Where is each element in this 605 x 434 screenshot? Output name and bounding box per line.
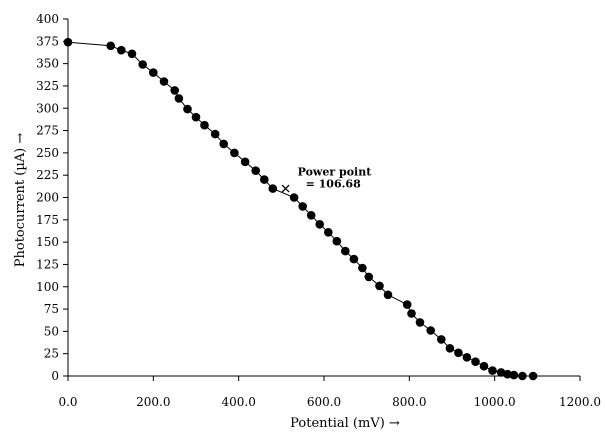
y-tick-label: 100	[36, 280, 59, 294]
data-point	[298, 202, 308, 211]
data-point	[341, 246, 350, 256]
data-point	[63, 37, 73, 47]
data-point	[332, 236, 342, 246]
data-point	[454, 348, 463, 358]
data-point	[358, 263, 367, 273]
data-point	[251, 166, 260, 175]
data-point	[509, 370, 519, 380]
data-point	[289, 193, 299, 202]
y-tick-label: 150	[36, 235, 59, 249]
data-point	[210, 129, 220, 139]
data-point	[375, 281, 384, 291]
power-point-marker	[281, 184, 290, 193]
y-tick-label: 375	[36, 34, 59, 48]
x-tick-label: 1200.0	[559, 395, 601, 409]
data-point	[471, 357, 480, 367]
y-tick-label: 250	[36, 146, 59, 160]
data-point	[174, 94, 184, 103]
data-point	[149, 68, 158, 77]
data-point	[240, 157, 250, 167]
x-tick-label: 200.0	[136, 395, 170, 409]
y-tick-label: 25	[44, 347, 59, 361]
data-point	[138, 60, 147, 69]
data-series	[63, 37, 538, 381]
data-point	[219, 139, 228, 149]
data-point	[200, 120, 209, 130]
y-tick-label: 0	[51, 369, 59, 383]
data-point	[518, 371, 527, 381]
data-point	[268, 184, 278, 193]
data-point	[407, 309, 416, 318]
y-tick-label: 50	[44, 324, 59, 338]
data-point	[230, 148, 239, 158]
x-axis-title: Potential (mV) →	[290, 416, 400, 431]
data-point	[364, 272, 374, 282]
data-point	[349, 254, 359, 264]
y-tick-label: 350	[36, 57, 59, 71]
data-point	[324, 228, 333, 237]
x-tick-label: 1000.0	[474, 395, 516, 409]
data-point	[183, 104, 192, 114]
data-point	[260, 175, 269, 184]
y-axis-title: Photocurrent (µA) →	[13, 133, 28, 268]
data-point	[488, 366, 497, 375]
data-point	[127, 49, 137, 59]
data-point	[159, 77, 169, 86]
data-point	[528, 371, 538, 381]
annotation-line-2: = 106.68	[306, 178, 361, 191]
y-tick-label: 225	[36, 168, 59, 182]
data-point	[426, 326, 436, 335]
data-point	[445, 344, 455, 353]
y-tick-label: 75	[44, 302, 59, 316]
x-tick-label: 400.0	[221, 395, 255, 409]
y-tick-label: 325	[36, 79, 59, 93]
data-point	[117, 45, 126, 55]
y-tick-label: 400	[36, 12, 59, 26]
power-point-annotation: Power point= 106.68	[281, 166, 373, 193]
data-point	[437, 335, 446, 344]
y-tick-label: 200	[36, 191, 59, 205]
data-point	[503, 369, 512, 379]
data-point	[315, 220, 325, 229]
data-point	[402, 300, 412, 309]
x-tick-label: 600.0	[307, 395, 341, 409]
y-tick-label: 175	[36, 213, 59, 227]
data-point	[479, 361, 489, 371]
x-tick-label: 0.0	[58, 395, 77, 409]
y-tick-label: 125	[36, 257, 59, 271]
x-tick-label: 800.0	[392, 395, 426, 409]
annotation-line-1: Power point	[298, 166, 373, 179]
y-tick-label: 275	[36, 124, 59, 138]
data-point	[106, 41, 115, 51]
data-point	[306, 211, 316, 220]
data-point	[462, 353, 472, 362]
data-point	[191, 112, 201, 122]
axes: 0 25 50 75 100 125 150 175 200 225 250 275 300 325 350…	[36, 12, 601, 409]
data-point	[415, 318, 425, 327]
data-point	[170, 86, 179, 95]
y-tick-label: 300	[36, 101, 59, 115]
data-point	[383, 290, 393, 300]
